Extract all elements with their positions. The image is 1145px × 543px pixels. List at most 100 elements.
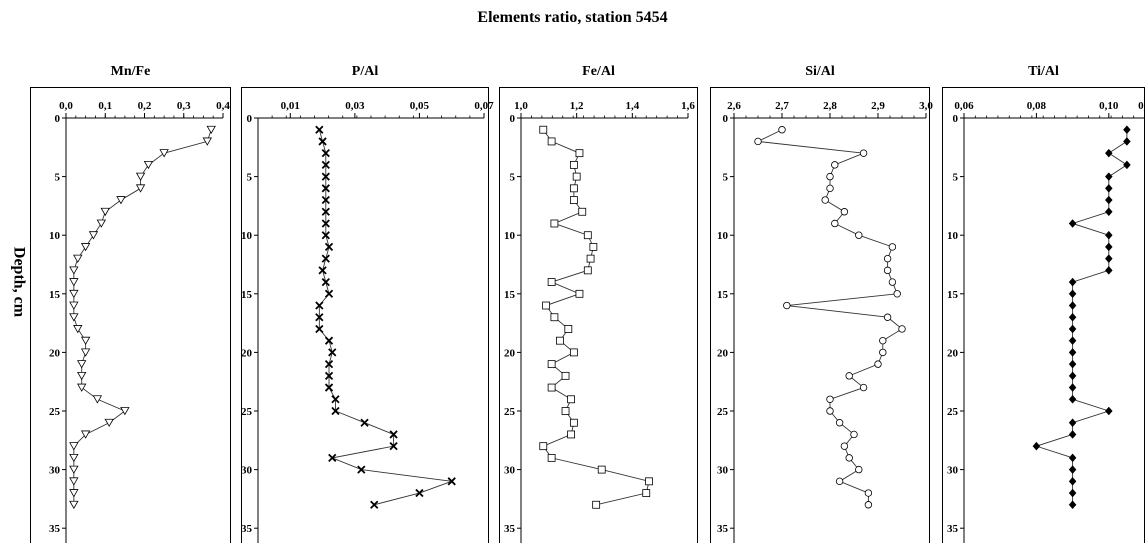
data-point — [69, 465, 79, 474]
data-point — [389, 442, 398, 451]
data-point — [321, 195, 330, 205]
data-point — [845, 372, 853, 380]
data-point — [575, 289, 584, 298]
panel-mn-fe: Mn/Fe 0,0 0,1 0,2 0,3 0,4 0 5 10 15 20 25 30 35 — [30, 64, 231, 543]
data-point — [116, 196, 126, 205]
data-point — [324, 359, 334, 369]
data-point — [370, 500, 379, 509]
data-point — [864, 489, 873, 497]
data-point — [1068, 453, 1077, 463]
data-point — [318, 266, 327, 275]
data-point — [135, 184, 146, 193]
data-point — [80, 348, 91, 357]
data-point — [567, 430, 575, 439]
data-point — [1068, 336, 1077, 346]
data-point — [855, 231, 863, 239]
x-tick-label: 1,4 — [625, 100, 639, 112]
y-tick-label: 5 — [247, 172, 253, 184]
y-tick-label: 25 — [717, 406, 729, 418]
data-point — [328, 348, 337, 357]
y-tick-label: 30 — [504, 465, 516, 477]
y-tick-label: 5 — [953, 172, 959, 184]
data-point — [135, 172, 146, 181]
data-point — [575, 149, 584, 158]
x-tick-label: 0,06 — [954, 100, 974, 112]
data-point — [315, 301, 324, 310]
data-point — [778, 126, 786, 134]
data-point — [1068, 371, 1077, 381]
data-point — [826, 395, 834, 403]
y-tick-label: 35 — [504, 523, 516, 535]
data-point — [1104, 183, 1113, 193]
data-point — [1104, 230, 1113, 240]
y-tick-label: 5 — [723, 172, 729, 184]
data-point — [1068, 219, 1077, 228]
data-point — [578, 207, 587, 216]
data-point — [1068, 430, 1077, 439]
data-point — [561, 407, 570, 415]
data-point — [77, 360, 87, 369]
y-tick-label: 10 — [717, 230, 729, 242]
data-point — [855, 465, 863, 474]
data-point — [321, 231, 330, 240]
data-point — [888, 243, 897, 251]
panel-title: Ti/Al — [1028, 64, 1059, 79]
x-tick-label: 0,1 — [1138, 100, 1145, 112]
data-point — [547, 383, 556, 392]
data-point — [1068, 289, 1077, 299]
data-point — [1068, 394, 1077, 404]
data-point — [893, 290, 901, 298]
data-point — [321, 149, 330, 158]
data-point — [567, 395, 575, 404]
data-point — [1068, 301, 1077, 310]
y-tick-label: 15 — [504, 289, 516, 301]
data-point — [542, 301, 550, 310]
data-point — [826, 407, 834, 415]
data-point — [859, 149, 868, 157]
data-point — [321, 254, 330, 263]
data-point — [1068, 476, 1077, 486]
y-tick-label: 10 — [947, 230, 959, 242]
y-tick-label: 25 — [241, 406, 253, 418]
depth-axis-label-text: Depth, cm — [10, 247, 27, 318]
data-point — [328, 453, 337, 463]
panel-p-al: P/Al 0,01 0,03 0,05 0,07 0 5 10 15 20 25 30 35 — [241, 64, 494, 543]
data-point — [69, 442, 79, 451]
data-point — [874, 360, 882, 368]
data-point — [547, 278, 556, 286]
y-tick-label: 20 — [504, 347, 516, 359]
data-point — [859, 383, 868, 392]
y-tick-label: 35 — [947, 523, 959, 535]
data-point — [1104, 254, 1113, 264]
data-point — [447, 477, 456, 486]
data-point — [69, 489, 79, 498]
figure-title: Elements ratio, station 5454 — [477, 9, 668, 26]
y-tick-label: 20 — [717, 347, 729, 359]
data-point — [324, 336, 334, 345]
data-point — [80, 336, 91, 345]
data-point — [321, 184, 330, 193]
y-tick-label: 0 — [55, 113, 61, 125]
x-tick-label: 0,01 — [281, 100, 300, 112]
data-point — [315, 313, 324, 322]
data-point — [835, 419, 844, 427]
data-point — [1068, 348, 1077, 357]
data-point — [569, 184, 578, 193]
data-point — [69, 301, 79, 310]
data-point — [321, 160, 330, 170]
series-line — [318, 129, 452, 506]
data-point — [100, 207, 110, 217]
y-tick-label: 15 — [241, 289, 253, 301]
y-tick-label: 35 — [49, 523, 61, 535]
series-line — [542, 129, 650, 506]
y-tick-label: 35 — [241, 523, 253, 535]
panel-title: Mn/Fe — [111, 64, 151, 79]
series-line — [1034, 129, 1128, 505]
y-tick-label: 20 — [947, 347, 959, 359]
data-point — [754, 137, 762, 146]
y-tick-label: 30 — [49, 465, 61, 477]
y-tick-label: 15 — [717, 289, 729, 301]
x-tick-label: 0,05 — [410, 100, 430, 112]
data-point — [324, 383, 334, 392]
